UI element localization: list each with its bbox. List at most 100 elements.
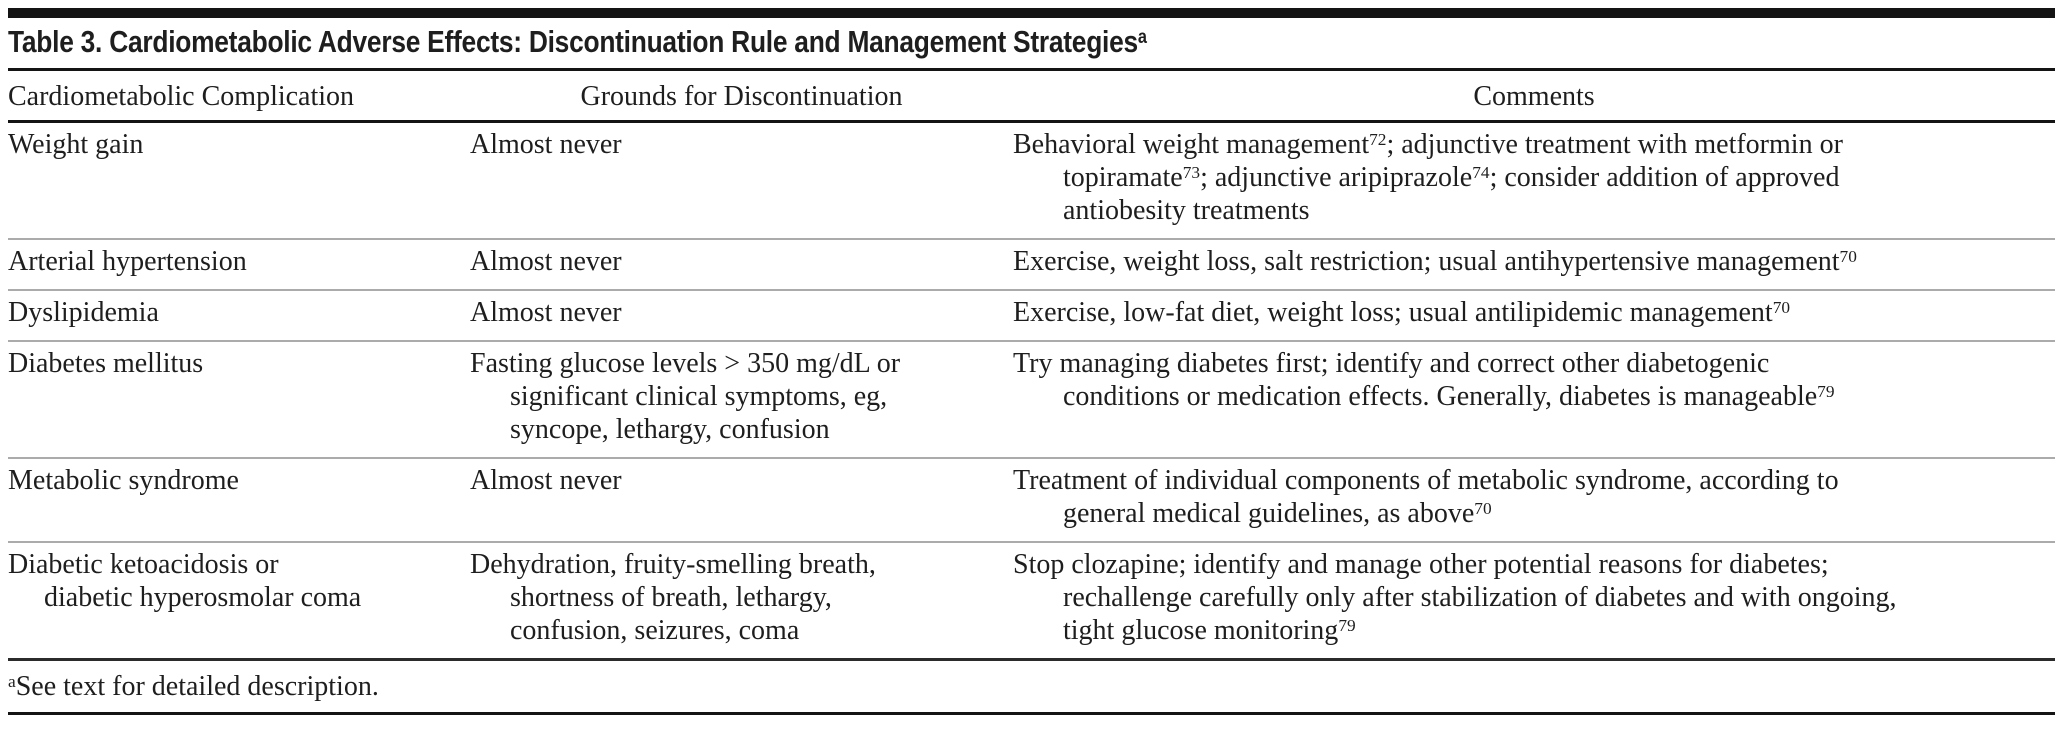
text-line: Exercise, low-fat diet, weight loss; usu… [1013,296,2055,329]
text-segment: Treatment of individual components of me… [1013,465,1839,496]
footnote-text: See text for detailed description. [15,671,379,702]
column-header-comments: Comments [1013,71,2055,123]
grounds-cell: Fasting glucose levels > 350 mg/dL or sig… [448,341,1013,459]
text-segment: Dyslipidemia [8,297,159,328]
grounds-cell: Dehydration, fruity-smelling breath, shor… [448,542,1013,661]
table-body: Weight gain Almost never Behavioral weight… [8,121,2055,661]
text-line: rechallenge carefully only after stabili… [1013,581,2055,614]
text-line: Try managing diabetes first; identify an… [1013,347,2055,380]
reference-superscript: 70 [1839,246,1857,266]
complication-cell: Arterial hypertension [8,239,448,291]
text-line: antiobesity treatments [1013,194,2055,227]
text-line: diabetic hyperosmolar coma [8,581,448,614]
text-line: Exercise, weight loss, salt restriction;… [1013,245,2055,278]
complication-cell: Weight gain [8,121,448,240]
footnote-marker: a [8,671,16,691]
text-segment: Exercise, weight loss, salt restriction;… [1013,246,1840,277]
table-row: Diabetic ketoacidosis or diabetic hyperos… [8,542,2055,661]
table-row: Metabolic syndrome Almost never Treatment … [8,458,2055,543]
text-line: Arterial hypertension [8,245,448,278]
comments-cell: Stop clozapine; identify and manage othe… [1013,542,2055,661]
title-footnote-marker: a [1137,26,1147,48]
text-segment: Dehydration, fruity-smelling breath, [470,549,876,580]
complication-cell: Diabetes mellitus [8,341,448,459]
comments-cell: Exercise, weight loss, salt restriction;… [1013,239,2055,291]
text-segment: diabetic hyperosmolar coma [44,582,362,613]
text-segment: Almost never [470,465,622,496]
text-segment: Weight gain [8,129,144,160]
text-line: topiramate73; adjunctive aripiprazole74;… [1013,161,2055,194]
text-line: Stop clozapine; identify and manage othe… [1013,548,2055,581]
reference-superscript: 74 [1472,162,1490,182]
text-line: confusion, seizures, coma [470,614,1013,647]
text-line: Metabolic syndrome [8,464,448,497]
reference-superscript: 70 [1474,498,1492,518]
complication-cell: Diabetic ketoacidosis or diabetic hyperos… [8,542,448,661]
text-line: general medical guidelines, as above70 [1013,497,2055,530]
complication-cell: Metabolic syndrome [8,458,448,543]
text-line: Fasting glucose levels > 350 mg/dL or [470,347,1013,380]
text-line: Diabetic ketoacidosis or [8,548,448,581]
text-line: significant clinical symptoms, eg, [470,380,1013,413]
reference-superscript: 79 [1817,381,1835,401]
column-header-complication: Cardiometabolic Complication [8,71,448,123]
reference-superscript: 73 [1182,162,1201,182]
text-segment: Arterial hypertension [8,246,247,277]
text-line: Dehydration, fruity-smelling breath, [470,548,1013,581]
text-segment: Metabolic syndrome [8,465,239,496]
reference-superscript: 72 [1369,129,1387,149]
text-line: Dyslipidemia [8,296,448,329]
text-line: Almost never [470,464,1013,497]
text-segment: tight glucose monitoring [1063,615,1339,646]
text-segment: ; adjunctive aripiprazole [1200,162,1473,193]
table-footnote: aSee text for detailed description. [8,661,2055,715]
text-segment: significant clinical symptoms, eg, [510,381,888,412]
table-row: Diabetes mellitus Fasting glucose levels … [8,341,2055,459]
text-segment: Stop clozapine; identify and manage othe… [1013,549,1829,580]
text-segment: general medical guidelines, as above [1063,498,1475,529]
text-segment: topiramate [1063,162,1183,193]
text-segment: Diabetes mellitus [8,348,204,379]
text-segment: conditions or medication effects. Genera… [1063,381,1818,412]
table-row: Arterial hypertension Almost never Exercis… [8,239,2055,291]
text-segment: ; consider addition of approved [1489,162,1840,193]
text-line: syncope, lethargy, confusion [470,413,1013,446]
grounds-cell: Almost never [448,290,1013,342]
table-title-block: Table 3. Cardiometabolic Adverse Effects… [8,18,2055,71]
grounds-cell: Almost never [448,458,1013,543]
comments-cell: Treatment of individual components of me… [1013,458,2055,543]
text-segment: Almost never [470,246,622,277]
text-segment: confusion, seizures, coma [510,615,800,646]
complication-cell: Dyslipidemia [8,290,448,342]
comments-cell: Try managing diabetes first; identify an… [1013,341,2055,459]
text-line: Almost never [470,296,1013,329]
text-segment: shortness of breath, lethargy, [510,582,832,613]
comments-cell: Behavioral weight management72 ; adjuncti… [1013,121,2055,240]
grounds-cell: Almost never [448,121,1013,240]
reference-superscript: 79 [1338,615,1356,635]
text-line: Weight gain [8,128,448,161]
text-line: conditions or medication effects. Genera… [1013,380,2055,413]
adverse-effects-table: Cardiometabolic Complication Grounds for… [8,71,2055,661]
text-segment: Almost never [470,297,622,328]
table-title: Table 3. Cardiometabolic Adverse Effects… [8,24,2055,60]
table-row: Dyslipidemia Almost never Exercise, low-fa… [8,290,2055,342]
text-line: Almost never [470,245,1013,278]
top-rule [8,8,2055,18]
text-line: Treatment of individual components of me… [1013,464,2055,497]
text-line: Diabetes mellitus [8,347,448,380]
text-line: tight glucose monitoring79 [1013,614,2055,647]
text-segment: Behavioral weight management [1013,129,1370,160]
text-segment: Diabetic ketoacidosis or [8,549,279,580]
text-segment: Try managing diabetes first; identify an… [1013,348,1770,379]
comments-cell: Exercise, low-fat diet, weight loss; usu… [1013,290,2055,342]
text-segment: rechallenge carefully only after stabili… [1063,582,1897,613]
text-line: shortness of breath, lethargy, [470,581,1013,614]
reference-superscript: 70 [1772,297,1791,317]
text-line: Almost never [470,128,1013,161]
text-line: Behavioral weight management72; adjuncti… [1013,128,2055,161]
table-title-text: Table 3. Cardiometabolic Adverse Effects… [8,24,1138,59]
text-segment: Exercise, low-fat diet, weight loss; usu… [1013,297,1773,328]
text-segment: Almost never [470,129,622,160]
